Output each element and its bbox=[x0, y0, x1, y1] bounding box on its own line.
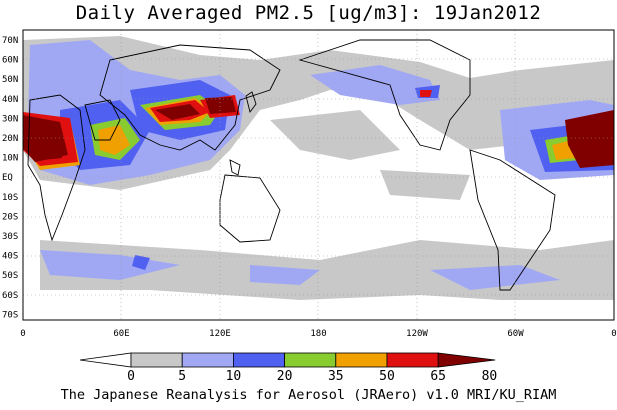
colorbar-segment bbox=[335, 352, 388, 368]
latitude-labels: 70N 60N 50N 40N 30N 20N 10N EQ 10S 20S 30S 40S 50S 60… bbox=[2, 36, 18, 320]
concentration-field bbox=[23, 30, 614, 320]
colorbar-segment bbox=[181, 352, 234, 368]
longitude-label: 0 bbox=[20, 329, 25, 339]
colorbar-segment bbox=[284, 352, 337, 368]
colorbar-tick-label: 35 bbox=[328, 369, 344, 384]
latitude-label: 20N bbox=[2, 134, 18, 144]
colorbar-tick-label: 0 bbox=[127, 369, 135, 384]
latitude-label: EQ bbox=[2, 173, 13, 183]
colorbar-tick-label: 20 bbox=[277, 369, 293, 384]
colorbar-segment bbox=[386, 352, 439, 368]
longitude-labels: 0 60E 120E 180 120W 60W 0 bbox=[20, 329, 616, 339]
colorbar-segment bbox=[437, 352, 496, 368]
colorbar-segment bbox=[232, 352, 285, 368]
colorbar-tick-label: 5 bbox=[178, 369, 186, 384]
longitude-label: 60E bbox=[113, 329, 129, 339]
longitude-label: 180 bbox=[310, 329, 326, 339]
colorbar-tick-label: 80 bbox=[482, 369, 498, 384]
longitude-label: 0 bbox=[611, 329, 616, 339]
longitude-label: 60W bbox=[507, 329, 524, 339]
latitude-label: 10S bbox=[2, 193, 18, 203]
latitude-label: 70S bbox=[2, 310, 18, 320]
longitude-label: 120W bbox=[406, 329, 428, 339]
colorbar-tick-label: 50 bbox=[379, 369, 395, 384]
latitude-label: 30S bbox=[2, 232, 18, 242]
latitude-label: 20S bbox=[2, 212, 18, 222]
data-source-footer: The Japanese Reanalysis for Aerosol (JRA… bbox=[60, 387, 557, 403]
latitude-label: 60S bbox=[2, 291, 18, 301]
colorbar-tick-label: 65 bbox=[430, 369, 446, 384]
colorbar-tick-label: 10 bbox=[226, 369, 242, 384]
latitude-label: 70N bbox=[2, 36, 18, 46]
latitude-label: 40N bbox=[2, 95, 18, 105]
latitude-label: 10N bbox=[2, 154, 18, 164]
map-title: Daily Averaged PM2.5 [ug/m3]: 19Jan2012 bbox=[75, 2, 542, 24]
latitude-label: 40S bbox=[2, 252, 18, 262]
latitude-label: 60N bbox=[2, 56, 18, 66]
latitude-label: 30N bbox=[2, 114, 18, 124]
longitude-label: 120E bbox=[209, 329, 231, 339]
latitude-label: 50S bbox=[2, 271, 18, 281]
colorbar-segment bbox=[79, 352, 132, 368]
colorbar-segment bbox=[130, 352, 183, 368]
latitude-label: 50N bbox=[2, 75, 18, 85]
